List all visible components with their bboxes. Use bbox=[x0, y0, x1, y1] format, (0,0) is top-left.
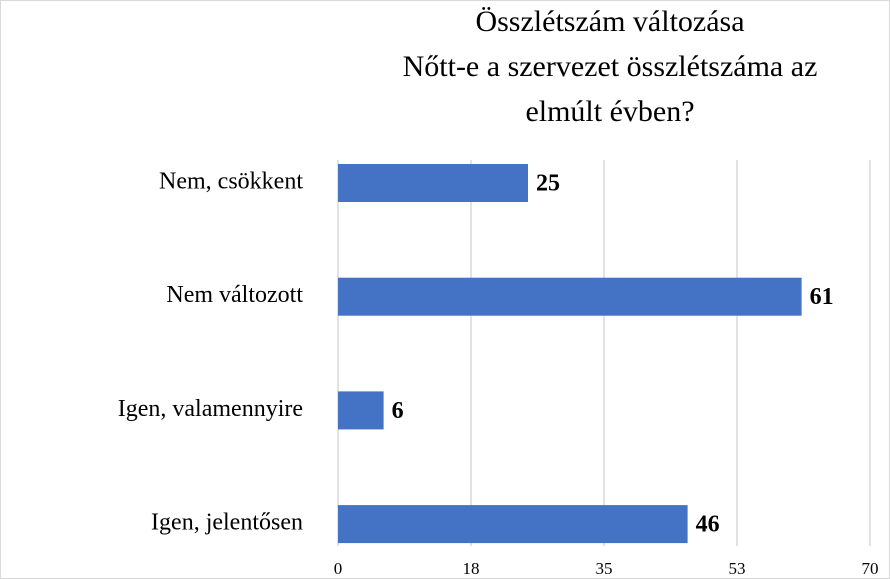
chart-title: elmúlt évben? bbox=[525, 95, 694, 128]
data-label: 61 bbox=[810, 284, 834, 310]
x-tick-label: 70 bbox=[862, 559, 879, 578]
y-tick-label: Nem változott bbox=[166, 282, 303, 308]
x-tick-label: 0 bbox=[334, 559, 343, 578]
data-label: 6 bbox=[392, 398, 404, 424]
chart-title: Nőtt-e a szervezet összlétszáma az bbox=[403, 50, 818, 83]
chart-title: Összlétszám változása bbox=[475, 5, 744, 38]
x-tick-label: 53 bbox=[729, 559, 746, 578]
data-label: 25 bbox=[536, 171, 560, 197]
bar bbox=[338, 391, 384, 430]
x-tick-label: 35 bbox=[596, 559, 613, 578]
x-tick-label: 18 bbox=[463, 559, 480, 578]
bar bbox=[338, 277, 802, 316]
bar bbox=[338, 164, 528, 202]
y-tick-label: Nem, csökkent bbox=[159, 169, 303, 195]
y-tick-label: Igen, valamennyire bbox=[118, 396, 303, 422]
data-label: 46 bbox=[696, 512, 720, 538]
y-tick-label: Igen, jelentősen bbox=[151, 510, 303, 536]
bar bbox=[338, 505, 688, 544]
